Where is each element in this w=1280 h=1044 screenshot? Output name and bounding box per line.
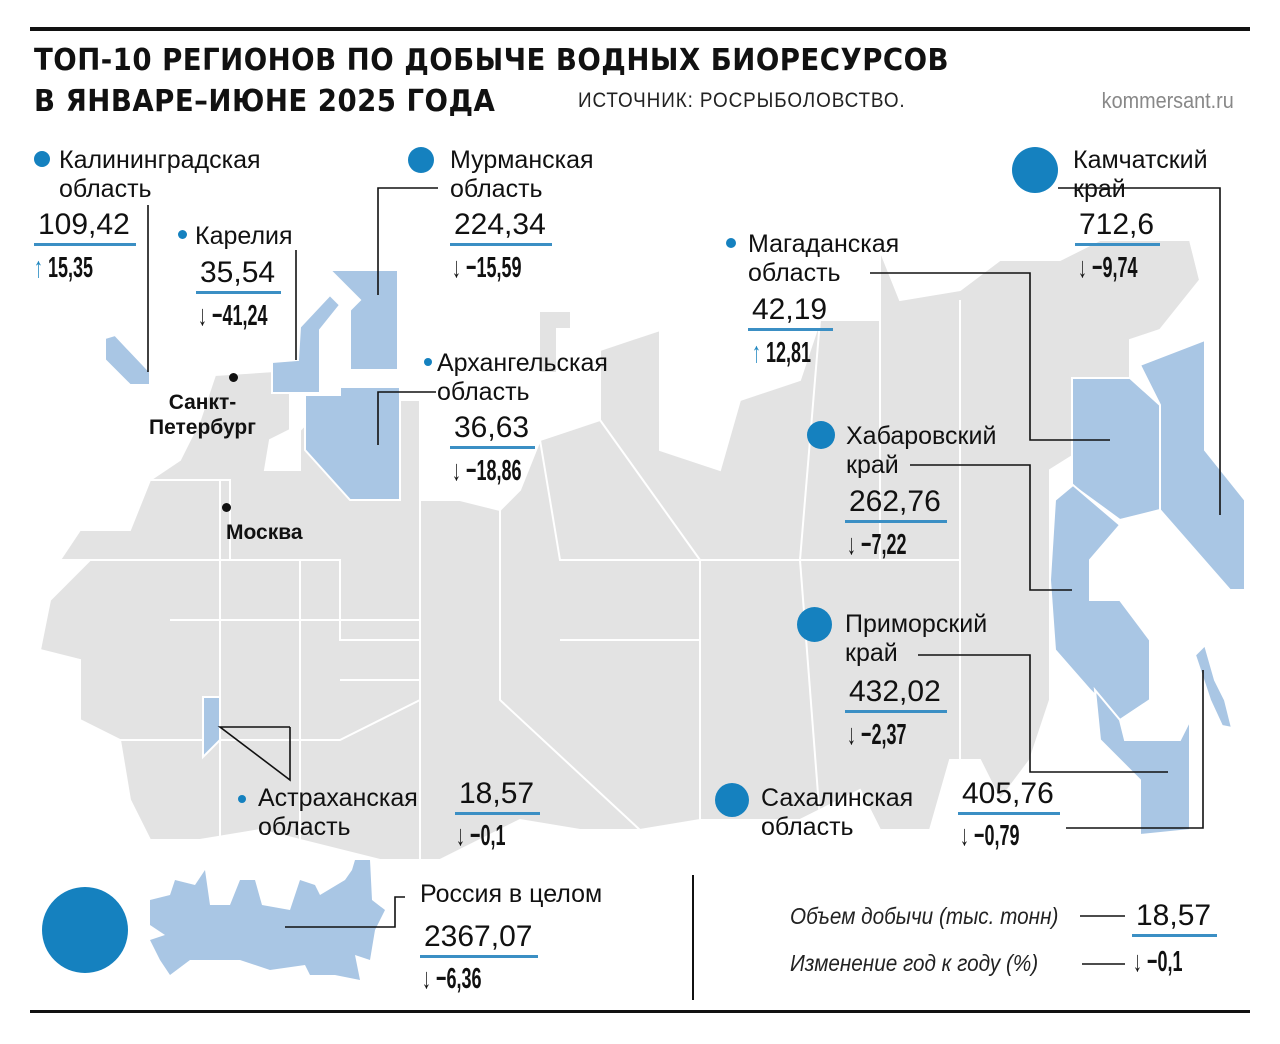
top-rule — [30, 27, 1250, 31]
change-russia-total: ↓ −6,36 — [422, 963, 482, 995]
label-sakhalin: Сахалинская область — [761, 784, 914, 841]
chart-title-line2: В ЯНВАРЕ–ИЮНЕ 2025 ГОДА — [34, 84, 496, 119]
region-arkhangelsk — [304, 386, 401, 501]
volume-sakhalin: 405,76 — [958, 778, 1060, 815]
change-arkhangelsk: ↓ −18,86 — [452, 455, 522, 487]
bubble-russia-total — [42, 887, 128, 973]
legend-volume-label: Объем добычи (тыс. тонн) — [790, 903, 1059, 929]
city-label-spb: Санкт- Петербург — [149, 391, 256, 439]
change-astrakhan: ↓ −0,1 — [456, 820, 506, 852]
region-karelia — [271, 293, 342, 394]
arrow-down-icon: ↓ — [452, 455, 461, 487]
label-arkhangelsk: Архангельская область — [437, 349, 608, 406]
volume-primorsky: 432,02 — [845, 676, 947, 713]
change-karelia: ↓ −41,24 — [198, 300, 268, 332]
change-magadan: ↑ 12,81 — [752, 337, 811, 369]
label-kaliningrad: Калининградская область — [59, 146, 261, 203]
volume-astrakhan: 18,57 — [455, 778, 541, 815]
legend-change-label: Изменение год к году (%) — [790, 950, 1039, 976]
brand-link[interactable]: kommersant.ru — [1101, 88, 1234, 113]
bubble-karelia — [178, 230, 187, 239]
arrow-down-icon: ↓ — [960, 820, 969, 852]
volume-russia-total: 2367,07 — [420, 921, 539, 958]
change-murmansk: ↓ −15,59 — [452, 252, 522, 284]
volume-arkhangelsk: 36,63 — [450, 412, 536, 449]
volume-khabarovsk: 262,76 — [845, 486, 947, 523]
arrow-down-icon: ↓ — [422, 963, 431, 995]
chart-title-line1: ТОП-10 РЕГИОНОВ ПО ДОБЫЧЕ ВОДНЫХ БИОРЕСУ… — [34, 43, 950, 78]
arrow-down-icon: ↓ — [452, 252, 461, 284]
change-khabarovsk: ↓ −7,22 — [847, 529, 907, 561]
label-russia-total: Россия в целом — [420, 880, 603, 908]
arrow-up-icon: ↑ — [752, 337, 761, 369]
arrow-down-icon: ↓ — [1078, 252, 1087, 284]
bubble-magadan — [726, 238, 736, 248]
bubble-arkhangelsk — [424, 358, 432, 366]
label-murmansk: Мурманская область — [450, 146, 594, 203]
source-label: ИСТОЧНИК: РОСРЫБОЛОВСТВО. — [578, 89, 906, 112]
change-sakhalin: ↓ −0,79 — [960, 820, 1020, 852]
city-dot-spb — [229, 373, 238, 382]
arrow-down-icon: ↓ — [456, 820, 465, 852]
bubble-kamchatka — [1012, 147, 1058, 193]
region-sakhalin — [1193, 643, 1234, 730]
region-khabarovsk — [1048, 483, 1151, 722]
bubble-primorsky — [797, 607, 832, 642]
legend-example-change: ↓ −0,1 — [1133, 946, 1183, 978]
volume-murmansk: 224,34 — [450, 209, 552, 246]
bubble-murmansk — [408, 147, 434, 173]
city-dot-moscow — [222, 503, 231, 512]
region-kaliningrad — [104, 333, 151, 386]
label-magadan: Магаданская область — [748, 230, 900, 287]
change-kaliningrad: ↑ 15,35 — [34, 252, 93, 284]
volume-karelia: 35,54 — [196, 257, 282, 294]
arrow-down-icon: ↓ — [847, 719, 856, 751]
label-khabarovsk: Хабаровский край — [846, 422, 997, 479]
change-primorsky: ↓ −2,37 — [847, 719, 907, 751]
region-astrakhan — [202, 696, 221, 760]
label-astrakhan: Астраханская область — [258, 784, 418, 841]
bubble-kaliningrad — [34, 151, 50, 167]
arrow-down-icon: ↓ — [198, 300, 207, 332]
city-label-moscow: Москва — [226, 521, 303, 544]
label-primorsky: Приморский край — [845, 610, 988, 667]
region-kamchatka — [1138, 338, 1246, 591]
mini-russia-map — [150, 860, 385, 980]
bubble-khabarovsk — [807, 421, 835, 449]
legend-example-volume: 18,57 — [1132, 900, 1218, 937]
region-murmansk — [327, 269, 399, 371]
region-primorsky — [1093, 686, 1191, 837]
arrow-up-icon: ↑ — [34, 252, 43, 284]
bottom-rule — [30, 1010, 1250, 1013]
bubble-sakhalin — [715, 783, 749, 817]
arrow-down-icon: ↓ — [1133, 946, 1142, 978]
volume-kaliningrad: 109,42 — [34, 209, 136, 246]
label-kamchatka: Камчатский край — [1073, 146, 1208, 203]
volume-kamchatka: 712,6 — [1075, 209, 1161, 246]
change-kamchatka: ↓ −9,74 — [1078, 252, 1138, 284]
arrow-down-icon: ↓ — [847, 529, 856, 561]
label-karelia: Карелия — [195, 222, 293, 250]
bubble-astrakhan — [238, 795, 246, 803]
volume-magadan: 42,19 — [748, 294, 834, 331]
